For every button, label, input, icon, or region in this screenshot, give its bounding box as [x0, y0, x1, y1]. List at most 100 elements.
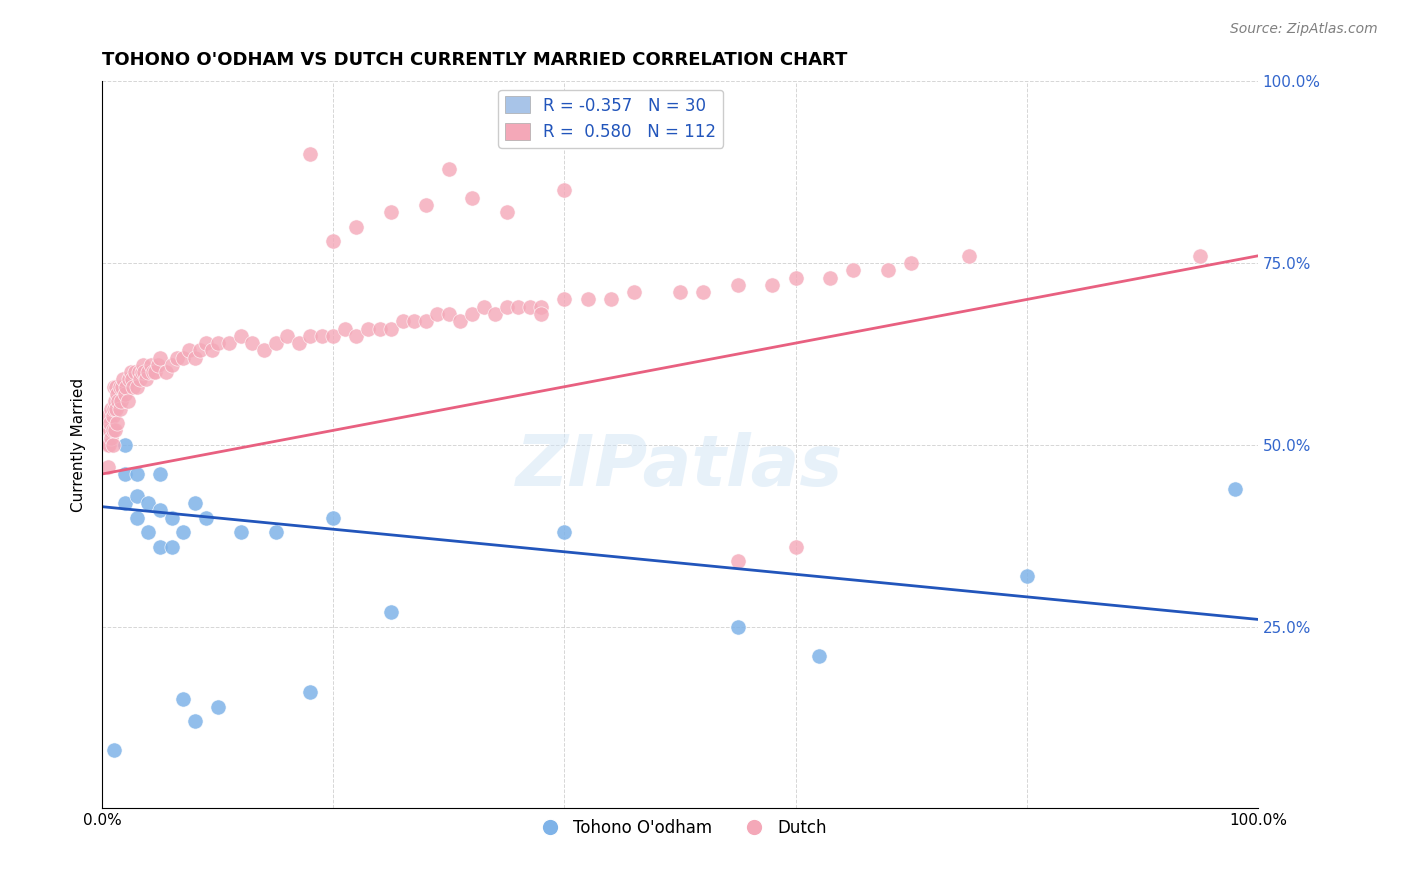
Point [495, 300, 517, 314]
Point [172, 351, 194, 365]
Point [146, 358, 169, 372]
Point [785, 540, 807, 554]
Point [97, 459, 120, 474]
Point [98, 416, 121, 430]
Point [495, 205, 517, 219]
Point [264, 336, 287, 351]
Point [183, 714, 205, 729]
Point [299, 685, 322, 699]
Point [129, 372, 152, 386]
Point [103, 380, 125, 394]
Point [623, 285, 645, 300]
Point [103, 401, 125, 416]
Point [404, 314, 426, 328]
Point [149, 467, 172, 481]
Point [139, 358, 162, 372]
Point [357, 321, 380, 335]
Point [104, 394, 127, 409]
Point [111, 372, 134, 386]
Point [149, 503, 172, 517]
Point [692, 285, 714, 300]
Point [519, 300, 541, 314]
Point [160, 540, 183, 554]
Point [207, 699, 229, 714]
Point [877, 263, 900, 277]
Point [103, 743, 125, 757]
Point [138, 365, 160, 379]
Point [322, 235, 344, 249]
Point [149, 540, 172, 554]
Point [177, 343, 200, 358]
Point [105, 380, 128, 394]
Point [160, 510, 183, 524]
Point [125, 510, 148, 524]
Point [484, 307, 506, 321]
Point [97, 438, 120, 452]
Point [415, 198, 437, 212]
Point [183, 496, 205, 510]
Point [229, 525, 252, 540]
Point [111, 380, 134, 394]
Point [125, 380, 148, 394]
Point [114, 387, 136, 401]
Point [242, 336, 264, 351]
Point [131, 365, 153, 379]
Point [172, 692, 194, 706]
Point [100, 431, 122, 445]
Point [415, 314, 437, 328]
Point [1223, 482, 1246, 496]
Point [117, 394, 139, 409]
Point [108, 401, 131, 416]
Point [253, 343, 276, 358]
Point [599, 293, 621, 307]
Point [218, 336, 240, 351]
Point [311, 328, 333, 343]
Point [190, 343, 212, 358]
Point [120, 365, 142, 379]
Point [98, 423, 121, 437]
Point [97, 409, 120, 423]
Point [449, 314, 471, 328]
Point [115, 380, 138, 394]
Point [125, 467, 148, 481]
Point [727, 277, 749, 292]
Point [101, 423, 124, 437]
Point [530, 300, 553, 314]
Point [553, 525, 575, 540]
Point [1189, 249, 1212, 263]
Point [98, 438, 121, 452]
Point [114, 496, 136, 510]
Point [380, 205, 402, 219]
Point [183, 351, 205, 365]
Point [299, 328, 322, 343]
Point [957, 249, 980, 263]
Point [785, 270, 807, 285]
Point [160, 358, 183, 372]
Point [472, 300, 495, 314]
Point [576, 293, 599, 307]
Point [1015, 568, 1038, 582]
Point [346, 328, 368, 343]
Point [166, 351, 188, 365]
Y-axis label: Currently Married: Currently Married [72, 378, 86, 512]
Point [128, 365, 150, 379]
Point [380, 321, 402, 335]
Point [368, 321, 391, 335]
Point [135, 372, 157, 386]
Point [207, 336, 229, 351]
Point [122, 380, 145, 394]
Point [299, 147, 322, 161]
Text: ZIPatlas: ZIPatlas [516, 433, 844, 501]
Point [322, 510, 344, 524]
Point [118, 372, 141, 386]
Point [426, 307, 449, 321]
Point [229, 328, 252, 343]
Point [553, 293, 575, 307]
Point [508, 300, 530, 314]
Point [201, 343, 224, 358]
Point [553, 183, 575, 197]
Point [333, 321, 356, 335]
Point [195, 510, 218, 524]
Point [761, 277, 783, 292]
Point [98, 423, 121, 437]
